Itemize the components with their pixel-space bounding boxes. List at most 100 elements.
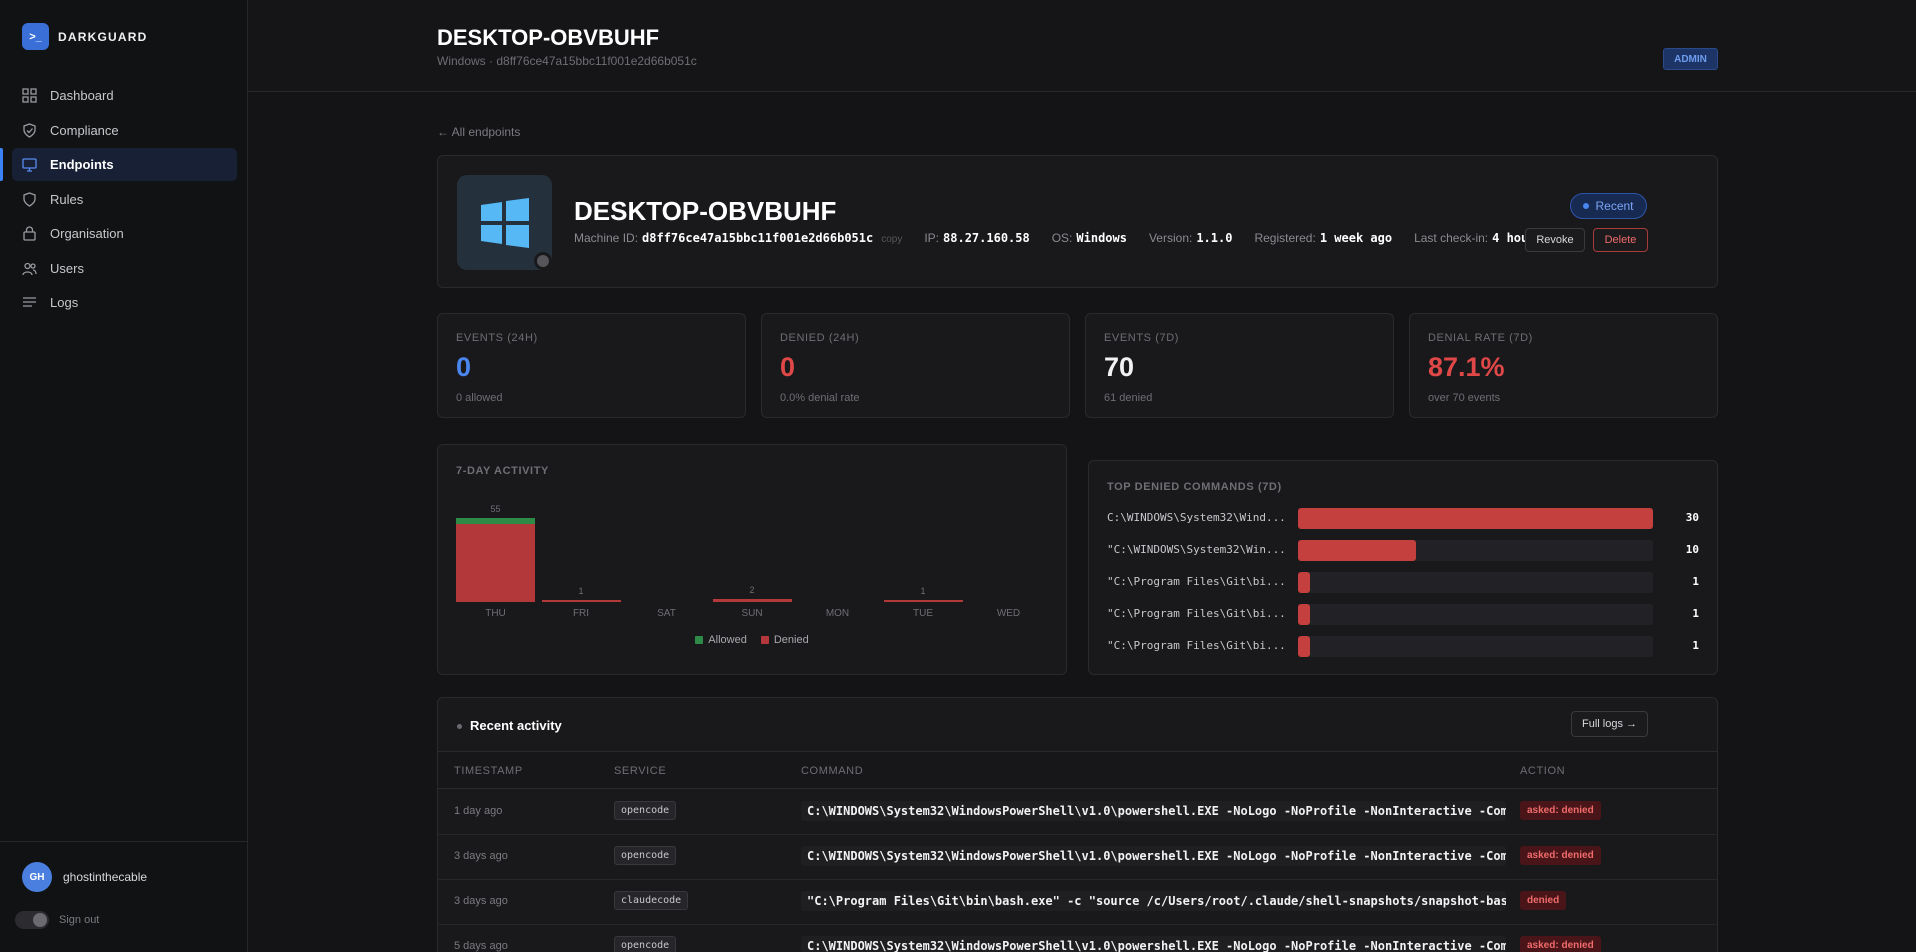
nav-label: Logs xyxy=(50,295,79,310)
sign-out[interactable]: Sign out xyxy=(59,914,100,926)
page-title: DESKTOP-OBVBUHF xyxy=(437,25,660,50)
command-label: "C:\Program Files\Git\bi... xyxy=(1107,607,1286,620)
sidebar: >_ DARKGUARD Dashboard Compliance Endpoint… xyxy=(0,0,248,952)
endpoint-fields: Machine ID: d8ff76ce47a15bbc11f001e2d66b0… xyxy=(574,231,1572,245)
field: IP: 88.27.160.58 xyxy=(924,231,1029,245)
total-label: 1 xyxy=(578,586,584,597)
nav-label: Dashboard xyxy=(50,88,114,103)
activity-title: 7-DAY ACTIVITY xyxy=(456,465,549,477)
day-label: TUE xyxy=(913,608,933,619)
legend-label: Denied xyxy=(773,634,809,646)
windows-logo xyxy=(481,198,529,248)
command: C:\WINDOWS\System32\WindowsPowerShell\v1… xyxy=(801,801,1506,821)
bar xyxy=(1298,540,1417,561)
back-link[interactable]: ← All endpoints xyxy=(437,125,521,139)
day-label: FRI xyxy=(572,608,590,619)
copy-button[interactable]: copy xyxy=(881,234,903,245)
row-divider xyxy=(438,924,1717,925)
field-label: OS: xyxy=(1051,231,1073,245)
legend-item: Denied xyxy=(760,634,809,646)
nav-item[interactable]: Organisation xyxy=(12,217,237,250)
recent-title: Recent activity xyxy=(470,718,562,733)
bar xyxy=(1298,604,1310,625)
column-header: SERVICE xyxy=(614,765,667,777)
activity-card: 7-DAY ACTIVITY 55 THU 1 FRI SAT 2 SUN MON 1 TUE WE… xyxy=(437,444,1067,675)
total-label: 2 xyxy=(749,584,755,595)
theme-toggle[interactable] xyxy=(15,911,49,929)
nav-item[interactable]: Logs xyxy=(12,286,237,319)
stat-value: 0 xyxy=(780,352,796,382)
main: DESKTOP-OBVBUHF Windows · d8ff76ce47a15b… xyxy=(248,0,1916,952)
total-label: 55 xyxy=(490,504,501,514)
field-value: Windows xyxy=(1076,231,1127,245)
bar-track xyxy=(1298,604,1653,625)
service-badge: opencode xyxy=(614,801,677,820)
recent-card: Recent activity Full logs → TIMESTAMP SER… xyxy=(437,697,1718,952)
nav-label: Rules xyxy=(50,191,84,207)
service-badge: claudecode xyxy=(614,891,689,910)
nav-item[interactable]: Users xyxy=(12,252,237,285)
action-button[interactable]: Revoke xyxy=(1525,228,1585,252)
nav-item[interactable]: Compliance xyxy=(12,114,237,147)
bar-track xyxy=(1298,636,1653,657)
row-divider xyxy=(438,879,1717,880)
field: Registered: 1 week ago xyxy=(1254,231,1392,245)
bar-value: 10 xyxy=(1685,543,1699,556)
role-badge: ADMIN xyxy=(1663,48,1718,70)
bar-segment xyxy=(883,600,963,602)
command-label: "C:\Program Files\Git\bi... xyxy=(1107,575,1286,588)
stat-value: 87.1% xyxy=(1428,352,1505,382)
active-indicator xyxy=(0,148,3,181)
stat-card: EVENTS (24H) 0 0 allowed xyxy=(437,313,746,418)
legend-label: Allowed xyxy=(708,634,747,646)
command: C:\WINDOWS\System32\WindowsPowerShell\v1… xyxy=(801,936,1506,952)
nav-item[interactable]: Dashboard xyxy=(12,79,237,112)
stat-sub: 0 allowed xyxy=(456,392,503,404)
stat-label: EVENTS (7D) xyxy=(1104,332,1180,344)
action-button[interactable]: Delete xyxy=(1593,228,1648,252)
stat-card: DENIAL RATE (7D) 87.1% over 70 events xyxy=(1409,313,1718,418)
service-badge: opencode xyxy=(614,846,677,865)
timestamp: 3 days ago xyxy=(454,895,508,907)
stat-card: EVENTS (7D) 70 61 denied xyxy=(1085,313,1394,418)
nav-label: Endpoints xyxy=(50,157,114,172)
full-logs-button[interactable]: Full logs → xyxy=(1571,711,1648,737)
field-label: Registered: xyxy=(1254,231,1316,245)
brand-icon: >_ xyxy=(22,23,49,50)
bar xyxy=(1298,508,1653,529)
bar-value: 1 xyxy=(1692,639,1699,652)
command-label: "C:\WINDOWS\System32\Win... xyxy=(1107,543,1286,556)
table-header-bg xyxy=(438,751,1717,789)
command: C:\WINDOWS\System32\WindowsPowerShell\v1… xyxy=(801,846,1506,866)
endpoint-name: DESKTOP-OBVBUHF xyxy=(574,196,837,226)
divider xyxy=(0,841,247,842)
stat-sub: over 70 events xyxy=(1428,392,1501,404)
command-label: C:\WINDOWS\System32\Wind... xyxy=(1107,511,1286,524)
top-denied-title: TOP DENIED COMMANDS (7D) xyxy=(1107,481,1282,493)
stat-label: EVENTS (24H) xyxy=(456,332,538,344)
command-label: "C:\Program Files\Git\bi... xyxy=(1107,639,1286,652)
action-badge: denied xyxy=(1520,891,1567,910)
day-label: MON xyxy=(825,608,850,619)
bar-track xyxy=(1298,572,1653,593)
timestamp: 5 days ago xyxy=(454,940,508,952)
nav-label: Compliance xyxy=(50,122,119,138)
timestamp: 3 days ago xyxy=(454,850,508,862)
nav-item[interactable]: Endpoints xyxy=(12,148,237,181)
stat-sub: 61 denied xyxy=(1104,392,1153,404)
legend-swatch xyxy=(760,636,769,644)
legend-item: Allowed xyxy=(695,634,747,646)
bar-segment xyxy=(712,598,792,602)
nav-item[interactable]: Rules xyxy=(12,183,237,216)
action-badge: asked: denied xyxy=(1520,846,1601,865)
column-header: ACTION xyxy=(1520,765,1566,777)
field-label: IP: xyxy=(924,231,940,245)
stat-value: 0 xyxy=(456,352,472,382)
total-label: 1 xyxy=(920,586,926,597)
action-badge: asked: denied xyxy=(1520,936,1601,952)
legend-swatch xyxy=(695,636,704,644)
day-label: WED xyxy=(996,608,1021,619)
field-label: Version: xyxy=(1148,231,1193,245)
command: "C:\Program Files\Git\bin\bash.exe" -c "… xyxy=(801,891,1506,911)
